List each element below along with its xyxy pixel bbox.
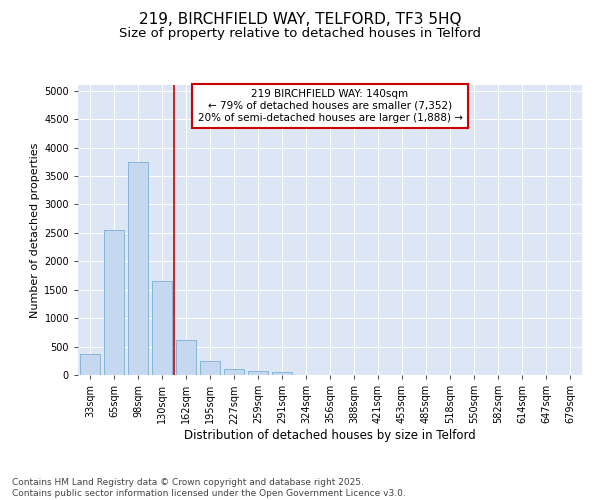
Bar xyxy=(152,281,172,375)
Bar xyxy=(80,354,100,375)
Bar xyxy=(248,372,268,375)
Text: Size of property relative to detached houses in Telford: Size of property relative to detached ho… xyxy=(119,28,481,40)
Bar xyxy=(272,372,292,375)
Text: 219, BIRCHFIELD WAY, TELFORD, TF3 5HQ: 219, BIRCHFIELD WAY, TELFORD, TF3 5HQ xyxy=(139,12,461,28)
Bar xyxy=(128,162,148,375)
Bar xyxy=(104,230,124,375)
Bar xyxy=(200,362,220,375)
Bar xyxy=(176,340,196,375)
Text: 219 BIRCHFIELD WAY: 140sqm
← 79% of detached houses are smaller (7,352)
20% of s: 219 BIRCHFIELD WAY: 140sqm ← 79% of deta… xyxy=(197,90,463,122)
Bar xyxy=(224,369,244,375)
Text: Contains HM Land Registry data © Crown copyright and database right 2025.
Contai: Contains HM Land Registry data © Crown c… xyxy=(12,478,406,498)
Y-axis label: Number of detached properties: Number of detached properties xyxy=(30,142,40,318)
X-axis label: Distribution of detached houses by size in Telford: Distribution of detached houses by size … xyxy=(184,429,476,442)
